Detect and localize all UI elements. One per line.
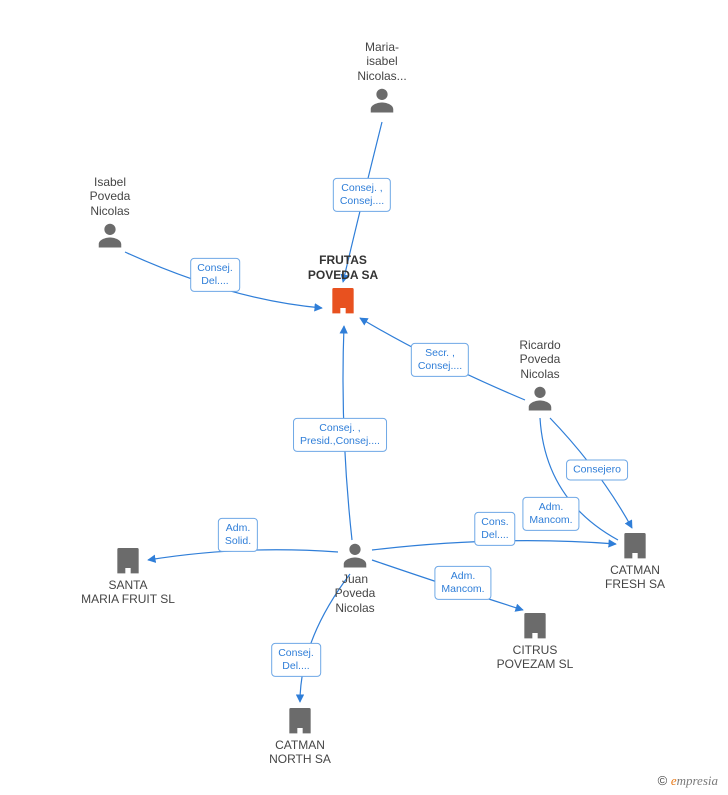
edge-label-ricardo-catmanF[interactable]: Adm. Mancom. — [522, 497, 579, 531]
node-catmanF[interactable]: CATMANFRESH SA — [575, 529, 695, 592]
edge-label-juan-frutas[interactable]: Consej. , Presid.,Consej.... — [293, 418, 387, 452]
edge-label-juan-citrus[interactable]: Adm. Mancom. — [434, 566, 491, 600]
person-icon — [340, 540, 370, 570]
node-frutas[interactable]: FRUTASPOVEDA SA — [283, 251, 403, 316]
node-ricardo[interactable]: RicardoPovedaNicolas — [480, 336, 600, 413]
edge-label-ricardo-frutas[interactable]: Secr. , Consej.... — [411, 343, 469, 377]
node-label: FRUTASPOVEDA SA — [283, 253, 403, 282]
copyright-symbol: © — [658, 773, 668, 788]
brand-logo: empresia — [671, 773, 718, 788]
node-catmanN[interactable]: CATMANNORTH SA — [240, 704, 360, 767]
building-icon — [112, 544, 144, 576]
node-label: CATMANFRESH SA — [575, 563, 695, 592]
edge-label-juan-catmanN[interactable]: Consej. Del.... — [271, 643, 321, 677]
building-icon — [327, 284, 359, 316]
node-label: SANTAMARIA FRUIT SL — [68, 578, 188, 607]
node-label: RicardoPovedaNicolas — [480, 338, 600, 381]
person-icon — [525, 383, 555, 413]
node-juan[interactable]: JuanPovedaNicolas — [295, 540, 415, 615]
node-isabel[interactable]: IsabelPovedaNicolas — [50, 173, 170, 250]
node-santa[interactable]: SANTAMARIA FRUIT SL — [68, 544, 188, 607]
node-label: JuanPovedaNicolas — [295, 572, 415, 615]
edge-label-juan-santa[interactable]: Adm. Solid. — [218, 518, 258, 552]
node-citrus[interactable]: CITRUSPOVEZAM SL — [475, 609, 595, 672]
footer-copyright: © empresia — [658, 773, 718, 789]
building-icon — [619, 529, 651, 561]
node-maria[interactable]: Maria-isabelNicolas... — [322, 38, 442, 115]
person-icon — [95, 220, 125, 250]
node-label: CITRUSPOVEZAM SL — [475, 643, 595, 672]
building-icon — [519, 609, 551, 641]
edge-label-maria-frutas[interactable]: Consej. , Consej.... — [333, 178, 391, 212]
edge-label-isabel-frutas[interactable]: Consej. Del.... — [190, 258, 240, 292]
diagram-canvas — [0, 0, 728, 795]
node-label: CATMANNORTH SA — [240, 738, 360, 767]
edge-label-juan-catmanF[interactable]: Cons. Del.... — [474, 512, 515, 546]
node-label: Maria-isabelNicolas... — [322, 40, 442, 83]
building-icon — [284, 704, 316, 736]
node-label: IsabelPovedaNicolas — [50, 175, 170, 218]
person-icon — [367, 85, 397, 115]
edge-label-ricardo-catmanF[interactable]: Consejero — [566, 459, 628, 480]
